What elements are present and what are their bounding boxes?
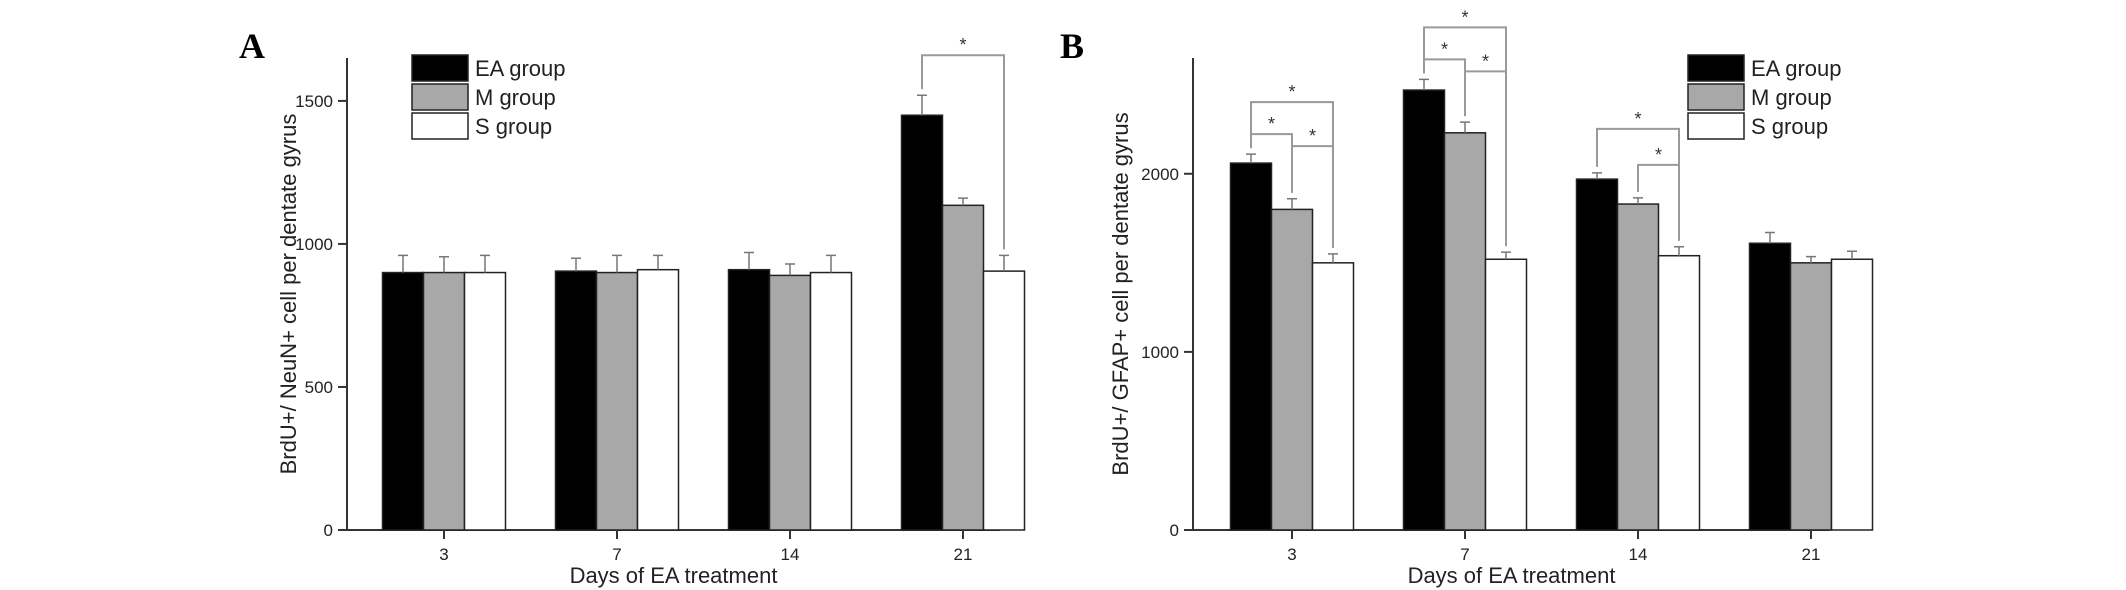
error-bar <box>1806 255 1816 263</box>
bar <box>1484 258 1528 531</box>
bar <box>941 204 985 531</box>
bar <box>1616 203 1660 531</box>
legend-swatch <box>411 112 469 140</box>
x-tick-label: 7 <box>1460 545 1469 564</box>
bar <box>1311 262 1355 531</box>
significance-label: * <box>1461 7 1468 27</box>
error-bar <box>1674 246 1684 256</box>
bar <box>636 268 680 531</box>
panel-a: A 0 500 1000 1500 BrdU+/ NeuN+ cell per denta… <box>239 26 1026 588</box>
error-bar <box>1501 251 1511 260</box>
significance-label: * <box>1441 39 1448 59</box>
bar <box>1229 162 1273 531</box>
x-axis-label: Days of EA treatment <box>1408 563 1616 588</box>
y-tick-label: 1000 <box>1141 343 1179 362</box>
error-bar <box>1287 197 1297 210</box>
significance-label: * <box>1309 126 1316 146</box>
x-axis-label: Days of EA treatment <box>570 563 778 588</box>
legend-label: M group <box>475 85 556 110</box>
y-axis-label: BrdU+/ GFAP+ cell per dentate gyrus <box>1108 112 1133 475</box>
legend-swatch <box>411 83 469 111</box>
y-tick-label: 1000 <box>295 235 333 254</box>
error-bar <box>1328 253 1338 263</box>
x-tick-label: 21 <box>1802 545 1821 564</box>
bar <box>809 271 853 531</box>
error-bar <box>1419 78 1429 91</box>
bar <box>768 274 812 531</box>
legend-label: EA group <box>475 56 566 81</box>
significance-bracket <box>1291 145 1334 248</box>
error-bar <box>653 254 663 270</box>
error-bar <box>480 254 490 273</box>
significance-label: * <box>1268 114 1275 134</box>
x-tick-label: 3 <box>1287 545 1296 564</box>
y-tick-label: 0 <box>324 521 333 540</box>
x-tick-label: 21 <box>954 545 973 564</box>
legend: EA group M group S group <box>411 54 566 140</box>
bar <box>595 271 639 531</box>
bar <box>1748 242 1792 531</box>
significance-bracket <box>921 54 1005 250</box>
significance-label: * <box>1482 51 1489 71</box>
bar <box>381 271 425 531</box>
significance-label: * <box>959 35 966 55</box>
bar <box>422 271 466 531</box>
error-bar <box>1246 153 1256 164</box>
bar <box>900 114 944 531</box>
y-tick-label: 2000 <box>1141 165 1179 184</box>
y-tick-label: 0 <box>1170 521 1179 540</box>
significance-bracket <box>1637 163 1680 241</box>
legend: EA group M group S group <box>1687 54 1842 140</box>
panel-b: B 0 1000 2000 BrdU+/ GFAP+ cell per dentate … <box>1060 7 1874 588</box>
x-tick-label: 14 <box>781 545 800 564</box>
bar <box>1789 262 1833 531</box>
panel-letter: A <box>239 26 265 66</box>
legend-swatch <box>1687 112 1745 140</box>
error-bar <box>785 263 795 276</box>
bar <box>554 270 598 531</box>
bar <box>1443 132 1487 531</box>
error-bar <box>1765 231 1775 244</box>
x-tick-label: 14 <box>1629 545 1648 564</box>
bar <box>1270 208 1314 531</box>
legend-label: S group <box>1751 114 1828 139</box>
error-bar <box>439 256 449 273</box>
y-tick-label: 500 <box>305 378 333 397</box>
error-bar <box>612 254 622 273</box>
error-bar <box>398 254 408 273</box>
error-bar <box>1633 197 1643 205</box>
bar <box>463 271 507 531</box>
legend-label: M group <box>1751 85 1832 110</box>
x-tick-label: 7 <box>612 545 621 564</box>
legend-swatch <box>1687 83 1745 111</box>
error-bar <box>1460 121 1470 133</box>
bar <box>1402 89 1446 531</box>
legend-swatch <box>1687 54 1745 82</box>
error-bar <box>958 197 968 206</box>
y-tick-label: 1500 <box>295 92 333 111</box>
error-bar <box>1592 172 1602 180</box>
error-bar <box>826 254 836 273</box>
significance-label: * <box>1288 82 1295 102</box>
error-bar <box>917 94 927 116</box>
legend-swatch <box>411 54 469 82</box>
legend-label: S group <box>475 114 552 139</box>
error-bar <box>999 254 1009 272</box>
error-bar <box>744 251 754 270</box>
significance-bracket <box>1464 70 1507 247</box>
error-bar <box>571 257 581 272</box>
panel-letter: B <box>1060 26 1084 66</box>
significance-label: * <box>1655 145 1662 165</box>
bar <box>982 270 1026 531</box>
bar <box>1657 254 1701 531</box>
legend-label: EA group <box>1751 56 1842 81</box>
y-axis-label: BrdU+/ NeuN+ cell per dentate gyrus <box>276 114 301 475</box>
significance-label: * <box>1634 109 1641 129</box>
x-tick-label: 3 <box>439 545 448 564</box>
error-bar <box>1847 250 1857 260</box>
bar <box>1575 178 1619 531</box>
bar <box>727 268 771 531</box>
bar <box>1830 258 1874 531</box>
